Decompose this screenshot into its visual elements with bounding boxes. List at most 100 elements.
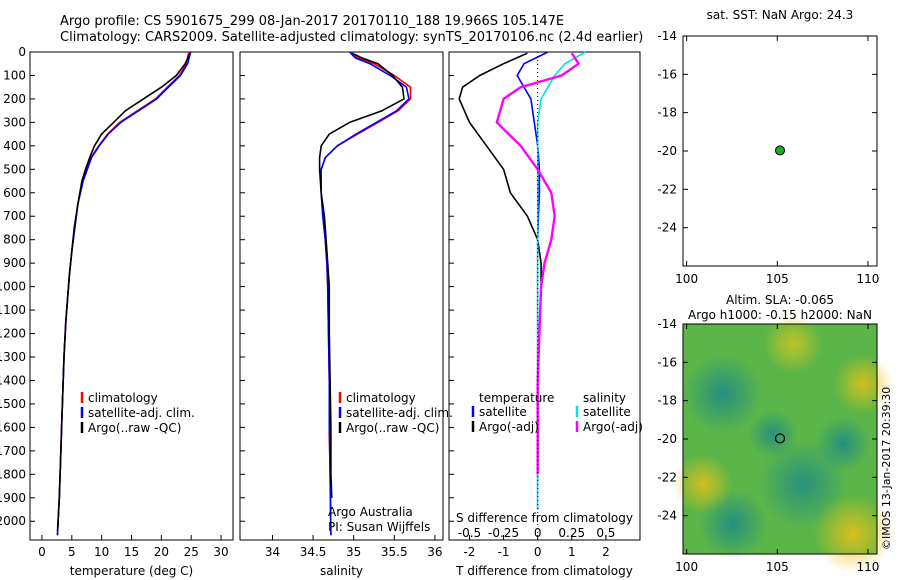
sla-heatmap-cell-8 bbox=[815, 416, 871, 472]
argo-pi-annotation: PI: Susan Wijffels bbox=[328, 520, 430, 534]
depth-tick-label: 0 bbox=[18, 45, 26, 59]
depth-tick-label: 1200 bbox=[0, 327, 26, 341]
depth-tick-label: 900 bbox=[3, 256, 26, 270]
difference-xtick-label: 1 bbox=[568, 545, 576, 559]
sst_map-xtick-label: 100 bbox=[675, 272, 698, 286]
sla_map-ytick-label: -18 bbox=[657, 394, 677, 408]
sla_map-xtick-label: 100 bbox=[675, 560, 698, 574]
temperature-legend-1-label: satellite-adj. clim. bbox=[88, 406, 195, 420]
depth-tick-label: 1100 bbox=[0, 303, 26, 317]
salinity-diff-tick-label: 0 bbox=[534, 526, 542, 540]
difference-series-0 bbox=[516, 51, 549, 510]
depth-tick-label: 1700 bbox=[0, 444, 26, 458]
difference-legend-temp-argo-label: Argo(-adj) bbox=[479, 420, 539, 434]
temperature-xtick-label: 0 bbox=[38, 545, 46, 559]
temperature-xtick-label: 15 bbox=[124, 545, 139, 559]
depth-tick-label: 700 bbox=[3, 209, 26, 223]
difference-legend-sal-title: salinity bbox=[583, 391, 626, 405]
temperature-xlabel: temperature (deg C) bbox=[70, 564, 193, 578]
depth-tick-label: 400 bbox=[3, 139, 26, 153]
sst_map-xtick-label: 105 bbox=[766, 272, 789, 286]
temperature-legend-0-label: climatology bbox=[88, 391, 158, 405]
sla_map-ytick-label: -16 bbox=[657, 355, 677, 369]
depth-tick-label: 1900 bbox=[0, 491, 26, 505]
sla_map-ytick-label: -24 bbox=[657, 509, 677, 523]
difference-xtick-label: -2 bbox=[463, 545, 475, 559]
depth-tick-label: 2000 bbox=[0, 514, 26, 528]
salinity-xlabel: salinity bbox=[320, 564, 363, 578]
temperature-xtick-label: 5 bbox=[68, 545, 76, 559]
salinity-series-1 bbox=[320, 51, 410, 536]
sla-map-title-1: Altim. SLA: -0.065 bbox=[726, 293, 834, 307]
sla-map-title-2: Argo h1000: -0.15 h2000: NaN bbox=[688, 308, 872, 322]
depth-tick-label: 600 bbox=[3, 186, 26, 200]
sla_map-xtick-label: 105 bbox=[766, 560, 789, 574]
sst_map-ytick-label: -16 bbox=[657, 67, 677, 81]
difference-axes-frame bbox=[448, 51, 641, 541]
sst-map-argo-point bbox=[775, 145, 785, 156]
difference-legend-sal-argo-label: Argo(-adj) bbox=[583, 420, 643, 434]
depth-tick-label: 1300 bbox=[0, 350, 26, 364]
salinity-diff-tick-label: 0.5 bbox=[596, 526, 615, 540]
depth-tick-label: 1500 bbox=[0, 397, 26, 411]
difference-legend-temp-title: temperature bbox=[479, 391, 554, 405]
depth-tick-label: 1000 bbox=[0, 280, 26, 294]
sst_map-ytick-label: -24 bbox=[657, 221, 677, 235]
sla_map-xtick-label: 110 bbox=[856, 560, 879, 574]
argo-owner-annotation: Argo Australia bbox=[328, 505, 413, 519]
salinity-xtick-label: 35.5 bbox=[381, 545, 408, 559]
difference-legend-sal-sat-label: satellite bbox=[583, 405, 631, 419]
temperature-series-2 bbox=[56, 52, 191, 531]
depth-tick-label: 800 bbox=[3, 233, 26, 247]
depth-tick-label: 1800 bbox=[0, 467, 26, 481]
sst_map-ytick-label: -14 bbox=[657, 29, 677, 43]
difference-xtick-label: 2 bbox=[602, 545, 610, 559]
temperature-series-1 bbox=[56, 51, 192, 536]
sla_map-ytick-label: -20 bbox=[657, 432, 677, 446]
temperature-xtick-label: 20 bbox=[154, 545, 169, 559]
salinity-axes-frame bbox=[239, 51, 444, 541]
difference-series-2 bbox=[536, 51, 586, 510]
depth-tick-label: 200 bbox=[3, 92, 26, 106]
difference-legend-temp-sat-label: satellite bbox=[479, 405, 527, 419]
depth-tick-label: 1400 bbox=[0, 373, 26, 387]
temperature-series-0 bbox=[56, 51, 190, 536]
sst-map-title: sat. SST: NaN Argo: 24.3 bbox=[707, 8, 854, 22]
difference-xlabel: T difference from climatology bbox=[455, 564, 633, 578]
difference-series-3 bbox=[495, 52, 580, 475]
sla-heatmap-cell-7 bbox=[748, 409, 798, 459]
salinity-series-2 bbox=[318, 52, 405, 498]
salinity-legend-1-label: satellite-adj. clim. bbox=[346, 406, 453, 420]
salinity-diff-tick-label: -0.5 bbox=[458, 526, 481, 540]
depth-tick-label: 500 bbox=[3, 162, 26, 176]
temperature-xtick-label: 25 bbox=[184, 545, 199, 559]
sst_map-ytick-label: -20 bbox=[657, 144, 677, 158]
sla-heatmap-cell-0 bbox=[683, 354, 763, 434]
sst_map-ytick-label: -22 bbox=[657, 182, 677, 196]
credit-stamp: ©IMOS 13-Jan-2017 20:39:30 bbox=[880, 386, 893, 550]
temperature-legend-2-label: Argo(..raw -QC) bbox=[88, 421, 181, 435]
figure-title-line1: Argo profile: CS 5901675_299 08-Jan-2017… bbox=[60, 14, 565, 29]
salinity-series-0 bbox=[320, 51, 412, 536]
sst_map-xtick-label: 110 bbox=[856, 272, 879, 286]
sla-heatmap-cell-6 bbox=[833, 354, 893, 414]
salinity-xtick-label: 35 bbox=[346, 545, 361, 559]
salinity-diff-tick-label: 0.25 bbox=[558, 526, 585, 540]
salinity-xtick-label: 36 bbox=[427, 545, 442, 559]
difference-top-xlabel: S difference from climatology bbox=[456, 511, 633, 525]
depth-tick-label: 100 bbox=[3, 68, 26, 82]
difference-xtick-label: -1 bbox=[498, 545, 510, 559]
salinity-xtick-label: 34 bbox=[265, 545, 280, 559]
sla-heatmap-cell-4 bbox=[673, 454, 733, 514]
sla_map-ytick-label: -22 bbox=[657, 470, 677, 484]
sla-map-argo-point bbox=[774, 433, 786, 444]
salinity-diff-tick-label: -0.25 bbox=[488, 526, 519, 540]
depth-tick-label: 300 bbox=[3, 115, 26, 129]
sst_map-ytick-label: -18 bbox=[657, 106, 677, 120]
salinity-xtick-label: 34.5 bbox=[300, 545, 327, 559]
salinity-legend-0-label: climatology bbox=[346, 391, 416, 405]
depth-tick-label: 1600 bbox=[0, 420, 26, 434]
temperature-xtick-label: 30 bbox=[213, 545, 228, 559]
temperature-xtick-label: 10 bbox=[94, 545, 109, 559]
